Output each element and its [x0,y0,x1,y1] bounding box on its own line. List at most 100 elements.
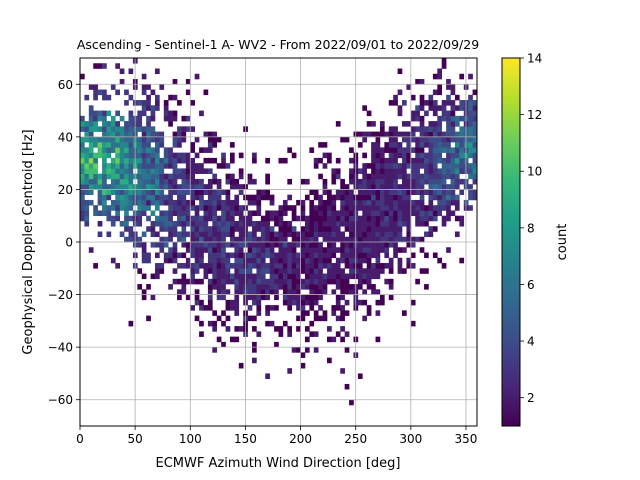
heatmap-cell [102,194,107,201]
heatmap-cell [137,173,143,180]
heatmap-cell [366,231,372,238]
heatmap-cell [115,157,120,164]
heatmap-cell [172,142,178,148]
colorbar-tick-label: 8 [527,221,535,235]
heatmap-cell [313,194,319,201]
heatmap-cell [216,284,222,290]
heatmap-cell [185,220,191,227]
heatmap-cell [229,336,235,343]
heatmap-cell [177,173,182,180]
heatmap-cell [225,289,231,295]
heatmap-cell [335,226,341,232]
heatmap-cell [234,336,240,343]
heatmap-cell [349,147,354,153]
heatmap-cell [247,252,253,259]
heatmap-cell [247,247,253,253]
heatmap-cell [335,273,341,280]
heatmap-cell [128,110,134,117]
heatmap-cell [115,147,120,153]
heatmap-cell [163,147,169,153]
heatmap-cell [265,310,270,316]
heatmap-cell [384,189,390,195]
heatmap-cell [102,184,107,190]
heatmap-cell [371,178,376,185]
heatmap-cell [154,231,160,238]
heatmap-cell [410,184,416,190]
heatmap-cell [362,299,368,306]
heatmap-cell [199,147,204,153]
heatmap-cell [300,310,306,316]
heatmap-cell [238,263,244,269]
heatmap-cell [450,189,456,195]
heatmap-cell [185,210,191,217]
heatmap-cell [269,263,275,269]
heatmap-cell [203,189,209,195]
heatmap-cell [446,152,451,159]
heatmap-cell [424,157,429,164]
heatmap-cell [335,305,341,311]
heatmap-cell [194,289,200,295]
heatmap-cell [366,247,372,253]
heatmap-cell [128,184,134,190]
heatmap-cell [428,121,434,127]
heatmap-cell [168,252,173,259]
heatmap-cell [446,94,451,101]
heatmap-cell [375,299,381,306]
heatmap-cell [119,184,125,190]
heatmap-cell [349,178,354,185]
heatmap-cell [110,189,116,195]
heatmap-cell [265,289,270,295]
heatmap-cell [216,205,222,211]
heatmap-cell [384,199,390,206]
heatmap-cell [349,215,354,222]
heatmap-cell [327,247,332,253]
heatmap-cell [432,215,438,222]
heatmap-cell [282,231,288,238]
heatmap-cell [371,173,376,180]
heatmap-cell [234,210,240,217]
heatmap-cell [88,189,94,195]
heatmap-cell [432,157,438,164]
heatmap-cell [318,247,323,253]
heatmap-cell [428,105,434,111]
heatmap-cell [468,205,473,211]
heatmap-cell [415,79,420,85]
heatmap-cell [340,205,345,211]
heatmap-cell [388,147,394,153]
heatmap-cell [238,252,244,259]
heatmap-cell [472,89,478,96]
heatmap-cell [93,157,98,164]
heatmap-cell [437,257,443,264]
heatmap-cell [375,173,381,180]
colorbar-tick-label: 14 [527,52,542,66]
heatmap-cell [221,278,226,285]
heatmap-cell [110,142,116,148]
heatmap-cell [146,178,151,185]
heatmap-cell [349,189,354,195]
heatmap-cell [177,157,182,164]
heatmap-cell [366,173,372,180]
heatmap-cell [291,231,297,238]
heatmap-cell [190,278,195,285]
y-tick-label: 40 [58,130,73,144]
heatmap-cell [459,126,465,132]
heatmap-cell [225,305,231,311]
heatmap-cell [238,173,244,180]
heatmap-cell [375,273,381,280]
heatmap-cell [322,189,328,195]
heatmap-cell [221,257,226,264]
heatmap-cell [207,247,213,253]
heatmap-cell [194,220,200,227]
heatmap-cell [344,289,350,295]
heatmap-cell [80,194,85,201]
heatmap-cell [194,184,200,190]
heatmap-cell [357,257,363,264]
heatmap-cell [331,278,337,285]
heatmap-cell [203,147,209,153]
heatmap-cell [384,215,390,222]
heatmap-cell [159,136,165,143]
heatmap-cell [181,284,187,290]
heatmap-cell [234,205,240,211]
heatmap-cell [221,341,226,348]
heatmap-cell [362,273,368,280]
